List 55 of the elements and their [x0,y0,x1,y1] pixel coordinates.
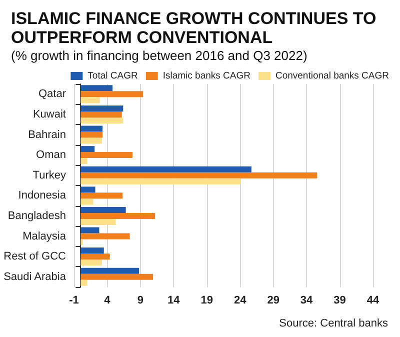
x-tick-label: 29 [267,294,280,306]
chart-title: ISLAMIC FINANCE GROWTH CONTINUES TO OUTPERFORM CONVENTIONAL [11,9,381,47]
bar [80,97,100,104]
bar [80,254,110,260]
y-tick-label: Indonesia [18,190,67,202]
x-tick-label: 14 [168,294,181,306]
bar [80,126,103,132]
y-tick-label: Bangladesh [8,210,66,222]
y-tick-label: Oman [36,149,66,162]
bar [80,218,116,225]
bar [80,105,124,112]
bar [80,268,140,274]
bar [80,206,126,213]
y-tick-label: Rest of GCC [4,250,66,263]
y-tick-label: Bahrain [28,128,66,141]
legend-label: Total CAGR [88,70,138,82]
y-tick-label: Turkey [32,169,66,182]
bar [80,178,241,184]
bar [80,280,88,286]
bar [80,146,95,152]
bar [80,198,94,205]
x-tick-label: 9 [137,294,144,306]
y-tick-label: Kuwait [32,108,66,120]
bar [80,152,132,158]
bar [80,227,100,234]
bar [80,166,252,172]
x-tick-label: 4 [104,294,112,306]
bar [80,85,113,92]
bar [80,186,96,193]
bar [80,138,102,144]
y-tick-label: Malaysia [22,230,67,242]
legend-label: Conventional banks CAGR [275,70,390,82]
bar [80,111,122,118]
chart-subtitle: (% growth in financing between 2016 and Q3 2022) [11,48,308,63]
x-tick-label: 44 [366,294,380,306]
y-tick-label: Saudi Arabia [4,270,67,283]
bar [80,274,154,280]
bar [80,192,122,199]
bar [80,91,144,98]
bar [80,248,104,254]
bar [80,172,318,178]
x-tick-label: 24 [234,294,248,306]
y-tick-label: Qatar [38,88,66,100]
bar [80,117,124,124]
bar [80,233,130,240]
bar [80,212,156,219]
x-tick-label: 34 [300,294,314,306]
bar [80,132,103,138]
bar [80,260,102,266]
x-tick-label: -1 [69,294,79,306]
x-tick-label: 39 [334,294,346,306]
source-note: Source: Central banks [279,318,388,330]
legend-label: Islamic banks CAGR [162,70,251,82]
bar [80,158,88,164]
x-tick-label: 19 [200,294,214,306]
